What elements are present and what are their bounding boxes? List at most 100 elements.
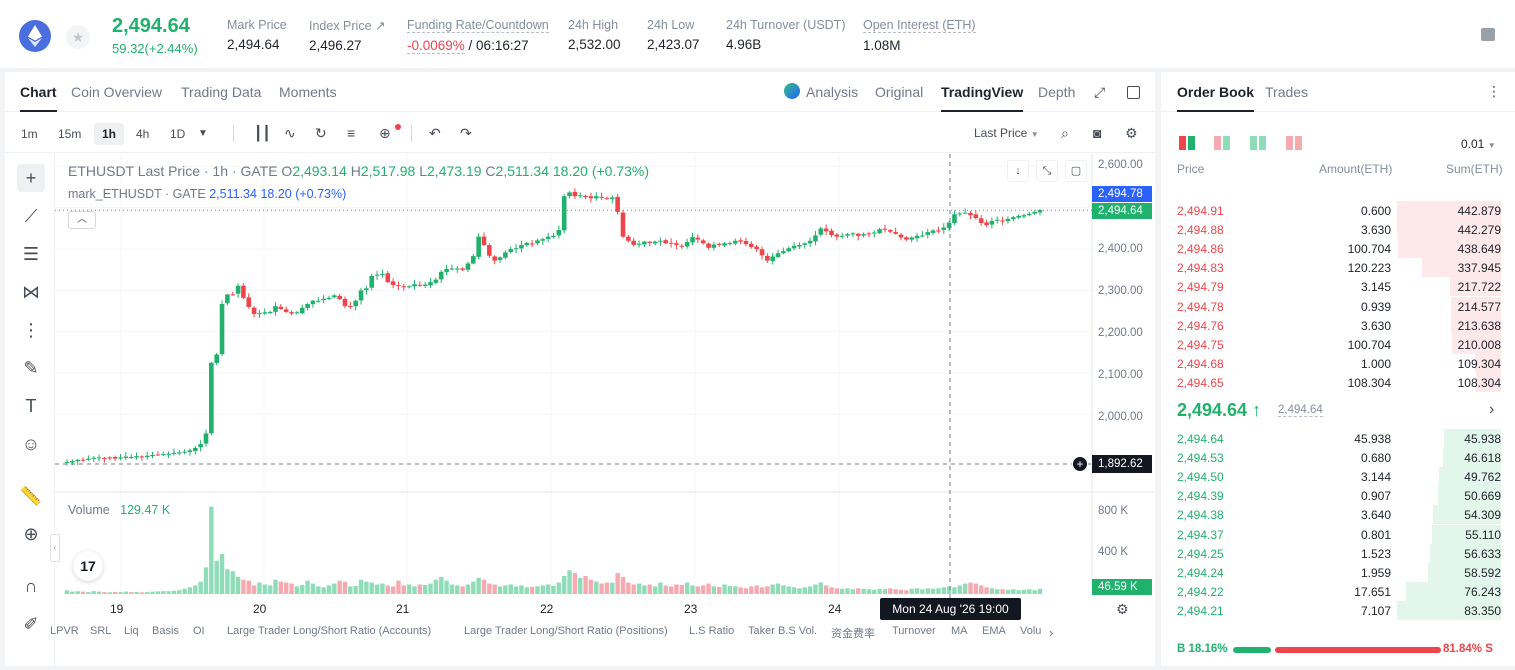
timeframe-1d[interactable]: 1D (170, 127, 186, 141)
tradingview-logo-icon[interactable]: 17 (73, 551, 103, 581)
collapse-toolbar-icon[interactable]: ‹ (50, 534, 60, 562)
pencil-lock-tool-icon[interactable]: ✐ (23, 614, 39, 634)
chart-settings-icon[interactable]: ⚙ (1116, 601, 1129, 617)
indicator-ema[interactable]: EMA (982, 625, 1006, 637)
more-options-icon[interactable]: ⋮ (1487, 83, 1501, 99)
bid-row[interactable]: 2,494.64 45.938 45.938 (1161, 429, 1515, 448)
bid-row[interactable]: 2,494.39 0.907 50.669 (1161, 486, 1515, 506)
ask-row[interactable]: 2,494.86 100.704 438.649 (1161, 239, 1515, 259)
gear-icon[interactable]: ⚙ (1125, 125, 1138, 141)
emoji-tool-icon[interactable]: ☺ (21, 434, 41, 454)
indicator-basis[interactable]: Basis (152, 625, 179, 637)
precision-select[interactable]: 0.01 ▼ (1461, 137, 1496, 151)
chevron-right-icon[interactable]: › (1489, 401, 1495, 418)
ruler-tool-icon[interactable]: 📏 (19, 486, 43, 506)
undo-icon[interactable]: ↶ (429, 125, 441, 141)
refresh-icon[interactable]: ↻ (315, 125, 327, 141)
text-tool-icon[interactable]: T (25, 396, 37, 416)
favorite-star-icon[interactable]: ★ (66, 25, 90, 49)
reset-view-icon[interactable]: ▢ (1065, 160, 1087, 182)
candle-type-icon[interactable]: ┃┃ (254, 125, 271, 141)
bid-row[interactable]: 2,494.24 1.959 58.592 (1161, 562, 1515, 582)
fullscreen-icon[interactable]: ⤢ (1094, 84, 1106, 100)
price-type-select[interactable]: Last Price ▼ (974, 126, 1039, 140)
bid-row[interactable]: 2,494.22 17.651 76.243 (1161, 581, 1515, 601)
expand-icon[interactable]: ⤡ (1036, 160, 1058, 182)
timeframe-1m[interactable]: 1m (21, 127, 38, 141)
volume-bar (679, 584, 685, 594)
book-view-split-icon[interactable] (1214, 136, 1230, 150)
view-original[interactable]: Original (875, 84, 924, 100)
indicator-oi[interactable]: OI (193, 625, 205, 637)
indicators-icon[interactable]: ∿ (284, 125, 296, 141)
zoom-in-tool-icon[interactable]: ⊕ (23, 524, 39, 544)
brush-tool-icon[interactable]: ✎ (23, 358, 39, 378)
fib-tool-icon[interactable]: ⋮ (22, 320, 40, 340)
bid-row[interactable]: 2,494.38 3.640 54.309 (1161, 505, 1515, 525)
bid-row[interactable]: 2,494.53 0.680 46.618 (1161, 448, 1515, 468)
view-analysis[interactable]: Analysis (806, 84, 859, 100)
camera-icon[interactable]: ◙ (1093, 125, 1102, 141)
row-sum: 337.945 (1457, 261, 1501, 276)
timeframe-dropdown-icon[interactable]: ▼ (198, 128, 208, 139)
ask-row[interactable]: 2,494.76 3.630 213.638 (1161, 315, 1515, 335)
indicator-lt-ratio-positions[interactable]: Large Trader Long/Short Ratio (Positions… (464, 625, 668, 637)
settings-list-icon[interactable]: ≡ (347, 125, 356, 141)
add-indicator-icon[interactable]: ⊕ (379, 125, 391, 141)
indicator-volume[interactable]: Volu (1020, 625, 1042, 637)
tab-coin-overview[interactable]: Coin Overview (71, 84, 163, 100)
bid-row[interactable]: 2,494.50 3.144 49.762 (1161, 467, 1515, 487)
indicator-ma[interactable]: MA (951, 625, 968, 637)
ask-row[interactable]: 2,494.79 3.145 217.722 (1161, 277, 1515, 297)
volume-bar (770, 584, 775, 594)
timeframe-4h[interactable]: 4h (136, 127, 150, 141)
indicator-ls-ratio[interactable]: L.S Ratio (689, 625, 735, 637)
timeframe-15m[interactable]: 15m (58, 127, 82, 141)
tab-chart[interactable]: Chart (20, 84, 57, 112)
magnet-tool-icon[interactable]: ∩ (24, 576, 38, 596)
ask-row[interactable]: 2,494.75 100.704 210.008 (1161, 334, 1515, 354)
stat-index-price[interactable]: Index Price ↗ 2,496.27 (309, 18, 385, 53)
book-view-both-icon[interactable] (1179, 136, 1195, 150)
bid-row[interactable]: 2,494.25 1.523 56.633 (1161, 543, 1515, 563)
indicator-srl[interactable]: SRL (90, 625, 112, 637)
view-depth[interactable]: Depth (1038, 84, 1076, 100)
timeframe-1h[interactable]: 1h (94, 123, 125, 145)
search-icon[interactable]: ⌕ (1061, 125, 1069, 141)
bid-row[interactable]: 2,494.21 7.107 83.350 (1161, 600, 1515, 620)
trend-line-tool-icon[interactable]: ⟋ (24, 206, 38, 226)
volume-bar (513, 586, 519, 594)
parallel-lines-tool-icon[interactable]: ☰ (22, 244, 40, 264)
ask-row[interactable]: 2,494.88 3.630 442.279 (1161, 220, 1515, 240)
tab-trading-data[interactable]: Trading Data (181, 84, 262, 100)
tab-moments[interactable]: Moments (279, 84, 337, 100)
window-icon[interactable] (1127, 86, 1140, 99)
tab-order-book[interactable]: Order Book (1177, 84, 1255, 112)
indicator-liq[interactable]: Liq (124, 625, 139, 637)
download-icon[interactable]: ↓ (1007, 160, 1029, 182)
ask-row[interactable]: 2,494.91 0.600 442.879 (1161, 201, 1515, 220)
crosshair-tool-icon[interactable]: + (17, 164, 45, 192)
tab-trades[interactable]: Trades (1265, 84, 1309, 100)
indicator-turnover[interactable]: Turnover (892, 625, 936, 637)
book-view-bids-icon[interactable] (1250, 136, 1266, 150)
book-view-asks-icon[interactable] (1286, 136, 1302, 150)
candlestick-chart[interactable] (55, 154, 1155, 619)
ask-row[interactable]: 2,494.78 0.939 214.577 (1161, 296, 1515, 316)
ask-row[interactable]: 2,494.83 120.223 337.945 (1161, 258, 1515, 278)
pattern-tool-icon[interactable]: ⋈ (22, 282, 40, 302)
bid-row[interactable]: 2,494.37 0.801 55.110 (1161, 524, 1515, 544)
candle-body (727, 242, 733, 244)
add-alert-icon[interactable]: + (1072, 456, 1088, 472)
indicator-taker-vol[interactable]: Taker B.S Vol. (748, 625, 818, 637)
book-icon[interactable] (1481, 28, 1495, 41)
indicators-next-icon[interactable]: › (1049, 625, 1054, 640)
indicator-funding-rate[interactable]: 资金费率 (831, 628, 875, 640)
ask-row[interactable]: 2,494.68 1.000 109.304 (1161, 353, 1515, 373)
view-tradingview[interactable]: TradingView (941, 84, 1024, 112)
ask-row[interactable]: 2,494.65 108.304 108.304 (1161, 372, 1515, 392)
collapse-legend-icon[interactable]: ︿ (68, 211, 96, 229)
indicator-lt-ratio-accounts[interactable]: Large Trader Long/Short Ratio (Accounts) (227, 625, 432, 637)
indicator-lpvr[interactable]: LPVR (50, 625, 79, 637)
redo-icon[interactable]: ↷ (460, 125, 472, 141)
